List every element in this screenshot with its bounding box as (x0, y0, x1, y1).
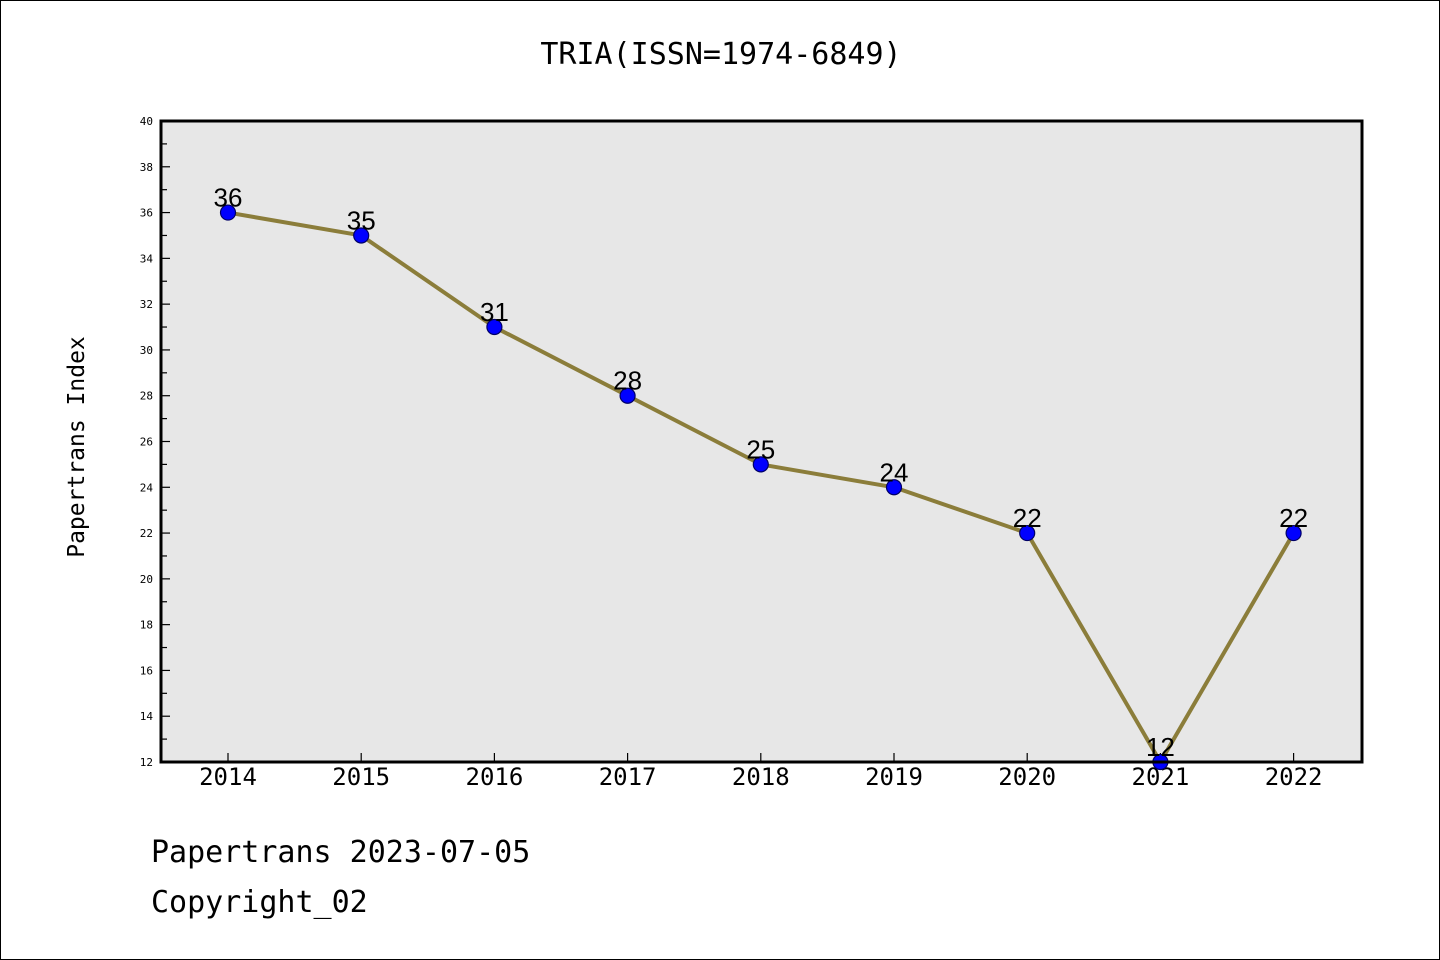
x-tick-label: 2019 (865, 763, 923, 791)
data-point (752, 456, 769, 473)
data-point (619, 387, 636, 404)
data-label: 31 (480, 297, 509, 327)
data-point (486, 318, 503, 336)
y-tick-label: 18 (140, 619, 153, 632)
data-label: 12 (1146, 732, 1175, 762)
x-tick-label: 2018 (732, 763, 790, 791)
y-tick-label: 16 (140, 664, 153, 677)
plot-frame (159, 119, 1364, 764)
y-tick-label: 26 (140, 436, 153, 449)
data-label: 22 (1279, 503, 1308, 533)
x-tick-label: 2020 (998, 763, 1056, 791)
x-tick-label: 2017 (599, 763, 657, 791)
x-tick-label: 2015 (332, 763, 390, 791)
x-tick-label: 2014 (199, 763, 257, 791)
y-tick-label: 20 (140, 573, 153, 586)
y-axis: 12 14 16 18 20 22 24 26 28 30 32 34 36 38 40 (140, 115, 170, 769)
y-tick-label: 32 (140, 298, 153, 311)
data-label: 24 (880, 457, 909, 487)
y-tick-label: 22 (140, 527, 153, 540)
y-tick-label: 14 (140, 710, 154, 723)
y-tick-label: 38 (140, 161, 153, 174)
data-point (1019, 524, 1036, 542)
y-tick-label: 30 (140, 344, 153, 357)
x-axis: 2014 2015 2016 2017 2018 2019 2020 2021 2022 (199, 753, 1322, 791)
x-tick-label: 2022 (1265, 763, 1323, 791)
y-tick-label: 12 (140, 756, 153, 769)
y-tick-label: 40 (140, 115, 153, 128)
chart-title: TRIA(ISSN=1974-6849) (540, 37, 902, 72)
y-tick-label: 28 (140, 390, 153, 403)
x-tick-label: 2016 (466, 763, 524, 791)
data-point (219, 204, 237, 221)
data-label: 36 (214, 183, 243, 213)
y-tick-label: 34 (140, 252, 154, 265)
data-labels: 36 35 31 28 25 24 22 12 22 (214, 183, 1309, 762)
data-label: 35 (347, 205, 376, 235)
y-tick-label: 24 (140, 481, 154, 494)
data-label: 28 (613, 366, 642, 396)
footer-source-date: Papertrans 2023-07-05 (151, 835, 531, 870)
data-point (1285, 524, 1302, 542)
footer-copyright: Copyright_02 (151, 885, 368, 920)
data-point (885, 479, 903, 496)
data-label: 22 (1013, 503, 1042, 533)
data-label: 25 (746, 434, 775, 464)
y-tick-label: 36 (140, 207, 153, 220)
data-point (353, 227, 370, 244)
